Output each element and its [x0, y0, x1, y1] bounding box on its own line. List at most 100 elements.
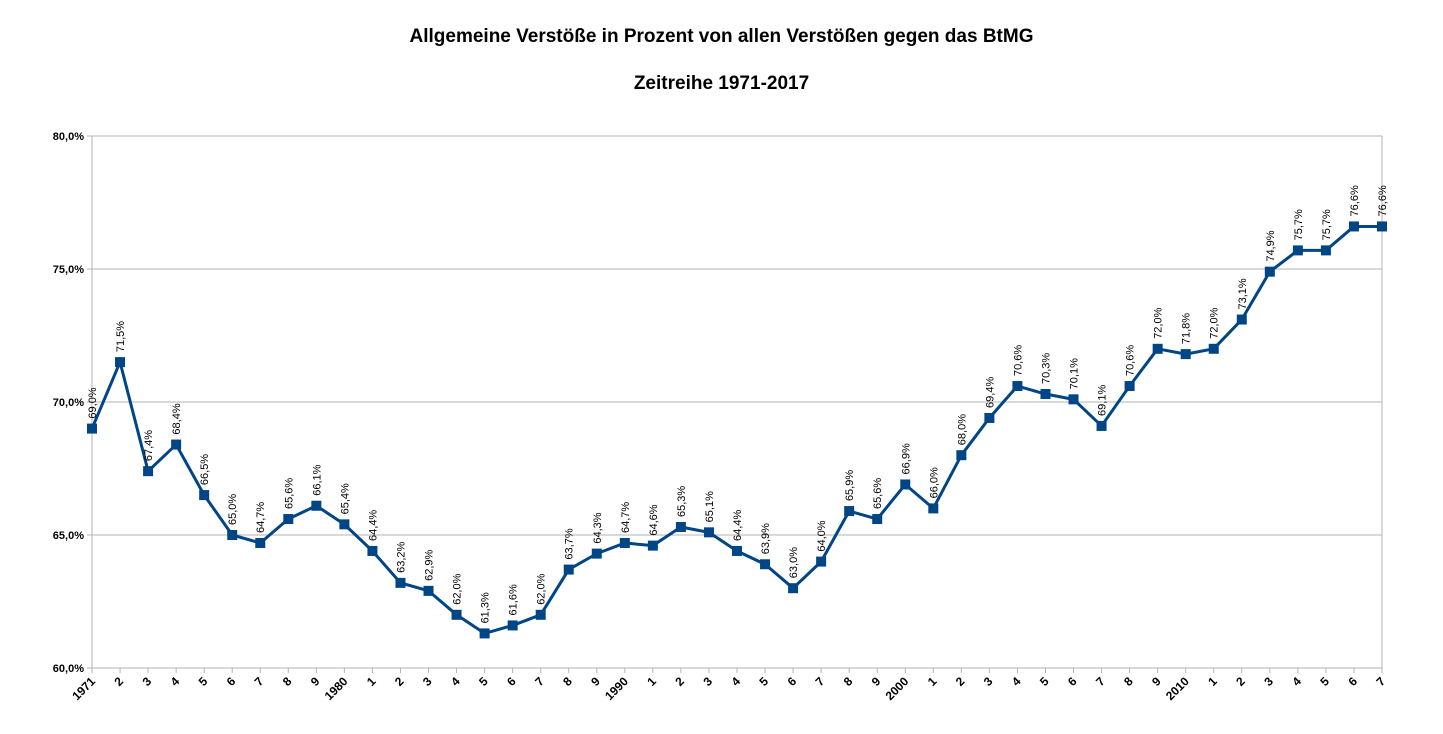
x-tick-label: 3: [140, 674, 155, 689]
data-label: 70,3%: [1040, 353, 1052, 384]
data-point: [1152, 343, 1163, 354]
data-label: 66,9%: [900, 443, 912, 474]
x-tick-label: 2: [672, 674, 687, 689]
data-point: [900, 479, 911, 490]
data-point: [1180, 349, 1191, 360]
x-tick-label: 7: [532, 674, 547, 689]
x-tick-label: 4: [448, 674, 463, 689]
data-label: 70,1%: [1069, 358, 1081, 389]
data-label: 64,7%: [255, 502, 267, 533]
data-point: [928, 503, 939, 514]
data-point: [956, 450, 967, 461]
y-tick-label: 70,0%: [53, 397, 84, 409]
data-label: 64,7%: [620, 502, 632, 533]
data-label: 70,6%: [1012, 345, 1024, 376]
data-label: 61,6%: [508, 584, 520, 615]
data-label: 64,4%: [732, 510, 744, 541]
data-point: [1292, 245, 1303, 256]
data-point: [87, 423, 97, 434]
data-point: [395, 577, 406, 588]
data-point: [143, 466, 154, 477]
x-tick-label: 4: [1289, 674, 1304, 689]
data-label: 68,0%: [956, 414, 968, 445]
data-point: [760, 559, 771, 570]
data-label: 75,7%: [1293, 209, 1305, 240]
data-label: 64,3%: [592, 512, 604, 543]
data-label: 64,0%: [816, 520, 828, 551]
data-point: [591, 548, 602, 559]
x-tick-label: 3: [981, 674, 996, 689]
y-tick-label: 60,0%: [53, 663, 84, 675]
data-label: 66,5%: [199, 454, 211, 485]
x-tick-label: 1980: [322, 674, 351, 703]
series-line: [90, 224, 1382, 635]
x-tick-label: 7: [252, 674, 267, 689]
x-tick-label: 7: [813, 674, 828, 689]
x-tick-label: 2010: [1163, 674, 1192, 703]
data-label: 65,3%: [676, 486, 688, 517]
data-point: [1208, 343, 1219, 354]
x-tick-label: 3: [420, 674, 435, 689]
data-label: 69,0%: [87, 387, 99, 418]
y-tick-label: 80,0%: [53, 131, 84, 143]
data-label: 63,2%: [395, 541, 407, 572]
data-point: [311, 500, 322, 511]
x-tick-label: 3: [1261, 674, 1276, 689]
x-tick-label: 8: [560, 674, 575, 689]
data-point: [227, 530, 238, 540]
data-point: [367, 545, 378, 556]
x-tick-label: 5: [476, 674, 491, 689]
data-label: 67,4%: [143, 430, 155, 461]
data-label: 72,0%: [1153, 307, 1165, 338]
data-label: 66,1%: [311, 464, 323, 495]
x-tick-label: 9: [869, 674, 884, 689]
x-tick-label: 1: [644, 674, 659, 689]
x-tick-label: 2000: [883, 674, 912, 703]
data-point: [1068, 394, 1079, 405]
data-point: [732, 545, 742, 556]
data-label: 69,4%: [984, 377, 996, 408]
x-tick-label: 6: [224, 674, 239, 689]
data-label: 71,8%: [1181, 313, 1193, 344]
data-point: [535, 609, 546, 620]
axes: 60,0%65,0%70,0%75,0%80,0%1971 2 3 4 5 6 7 8 9 198…: [53, 131, 1389, 703]
data-point: [563, 564, 574, 575]
series-line-path: [90, 224, 1382, 635]
data-point: [844, 506, 855, 517]
x-tick-label: 1: [364, 674, 379, 689]
data-label: 66,0%: [928, 467, 940, 498]
data-point: [872, 514, 883, 525]
data-label: 62,0%: [536, 573, 548, 604]
data-point: [171, 439, 182, 450]
data-point: [1348, 221, 1359, 232]
data-label: 65,1%: [704, 491, 716, 522]
data-label: 65,6%: [872, 478, 884, 509]
data-label: 75,7%: [1321, 209, 1333, 240]
data-point: [647, 540, 658, 551]
data-point: [788, 583, 799, 594]
data-point: [675, 522, 686, 533]
data-point: [199, 490, 210, 501]
x-tick-label: 6: [785, 674, 800, 689]
data-label: 65,0%: [227, 494, 239, 525]
chart-subtitle: Zeitreihe 1971-2017: [633, 73, 810, 94]
x-tick-label: 6: [1065, 674, 1080, 689]
data-label: 64,6%: [648, 504, 660, 535]
x-tick-label: 6: [1345, 674, 1360, 689]
data-point: [703, 527, 714, 538]
x-tick-label: 2: [392, 674, 407, 689]
data-label: 63,0%: [788, 547, 800, 578]
x-tick-label: 7: [1373, 674, 1388, 689]
x-tick-label: 5: [196, 674, 211, 689]
data-label: 76,6%: [1349, 185, 1361, 216]
x-tick-label: 5: [1317, 674, 1332, 689]
data-point: [339, 519, 350, 530]
data-point: [1124, 381, 1135, 392]
data-point: [507, 620, 518, 631]
data-labels: 69,0% 71,5% 67,4% 68,4% 66,5% 65,0% 64,7% 65,6%…: [87, 185, 1389, 623]
data-label: 69,1%: [1097, 385, 1109, 416]
data-label: 64,4%: [367, 510, 379, 541]
x-tick-label: 2: [1233, 674, 1248, 689]
data-label: 63,9%: [760, 523, 772, 554]
